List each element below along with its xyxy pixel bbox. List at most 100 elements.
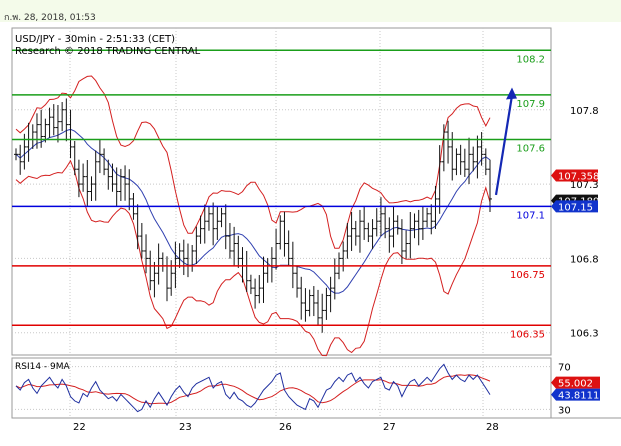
price-bar (307, 289, 312, 317)
price-bar (202, 204, 207, 244)
price-bar (219, 207, 224, 228)
price-bar (483, 148, 488, 176)
price-bar (165, 256, 170, 302)
level-label: 106.35 (510, 329, 545, 340)
rsi-panel-frame (11, 357, 552, 419)
price-bar (446, 120, 451, 164)
price-bar (102, 148, 107, 176)
price-badge: 107.15 (551, 200, 598, 213)
price-bar (135, 204, 140, 250)
price-bar (349, 212, 354, 251)
price-bar (366, 222, 371, 243)
price-bar (76, 159, 81, 198)
forecast-arrow-head (506, 87, 517, 100)
price-bar (34, 113, 39, 149)
level-label: 107.9 (516, 99, 545, 110)
x-tick-label: 28 (486, 422, 499, 433)
price-bar (416, 209, 421, 246)
price-bar (177, 243, 182, 268)
price-bar (215, 206, 220, 240)
price-bar (412, 213, 417, 239)
price-bar (223, 204, 228, 250)
price-badge: 107.358 (551, 169, 599, 182)
price-bar (328, 276, 333, 313)
price-bar (311, 286, 316, 317)
price-bar (198, 215, 203, 244)
price-bar (429, 204, 434, 235)
price-bar (26, 122, 31, 162)
price-bar (240, 247, 245, 283)
price-bar (85, 159, 90, 207)
price-bar (408, 212, 413, 259)
price-bar (420, 206, 425, 240)
rsi-badge-label: 55.002 (558, 379, 593, 390)
rsi-line (15, 363, 491, 413)
price-bar (64, 98, 69, 142)
price-bar (488, 159, 492, 213)
timestamp: ก.พ. 28, 2018, 01:53 (4, 13, 96, 23)
timestamp-bar: ก.พ. 28, 2018, 01:53 (0, 0, 621, 23)
price-bar (278, 215, 283, 250)
price-bar (93, 150, 98, 201)
price-bar (47, 107, 52, 138)
price-bar (236, 235, 241, 268)
price-bar (341, 241, 346, 272)
price-bar (282, 211, 287, 257)
price-bar (139, 223, 144, 259)
price-bar (173, 241, 178, 289)
price-bar (97, 139, 102, 174)
price-bar (211, 202, 216, 246)
price-bar (475, 135, 480, 179)
price-bar (462, 148, 467, 177)
price-bar (106, 159, 111, 190)
price-bar (391, 206, 396, 248)
price-bar (232, 226, 237, 266)
x-tick-label: 23 (179, 422, 192, 433)
price-bar (458, 144, 463, 175)
price-bar (14, 148, 18, 161)
price-bar (51, 104, 56, 136)
price-bar (404, 230, 409, 259)
price-bar (194, 226, 199, 265)
moving-average-line (15, 128, 491, 294)
price-bar (257, 275, 262, 304)
level-label: 107.1 (516, 210, 545, 221)
price-bar (253, 278, 258, 309)
price-bar (123, 165, 128, 201)
forecast-arrow-shaft (494, 95, 514, 196)
price-bar (471, 146, 476, 172)
price-bar (68, 109, 73, 159)
price-bar (316, 289, 321, 326)
price-panel-frame (11, 27, 552, 356)
price-bar (261, 256, 266, 303)
rsi-badge-bg (551, 376, 600, 389)
price-badge-bg (551, 169, 598, 182)
price-bar (387, 217, 392, 253)
price-bar (89, 176, 94, 202)
price-bar (152, 261, 157, 298)
rsi-title: RSI14 - 9MA (15, 362, 70, 372)
price-bar (81, 163, 86, 192)
price-bar (433, 185, 438, 229)
level-label: 106.75 (510, 270, 545, 281)
rsi-tick-label: 30 (558, 405, 571, 416)
price-bar (320, 293, 325, 333)
price-bar (110, 163, 115, 192)
price-bar (353, 220, 358, 246)
price-bar (144, 234, 149, 274)
price-bar (18, 144, 23, 175)
price-bar (181, 239, 186, 276)
price-bar (378, 197, 383, 237)
rsi-badge-label: 43.8111 (558, 391, 599, 402)
price-bar (324, 287, 329, 320)
price-bar (118, 168, 123, 202)
chart-title: USD/JPY - 30min - 2:51:33 (CET) (15, 34, 176, 45)
chart-subtitle: Research © 2018 TRADING CENTRAL (15, 46, 201, 57)
price-bar (55, 104, 60, 143)
price-bar (370, 219, 375, 250)
y-tick-label: 107.3 (570, 180, 599, 191)
level-label: 107.6 (516, 143, 545, 154)
price-bar (383, 206, 388, 239)
